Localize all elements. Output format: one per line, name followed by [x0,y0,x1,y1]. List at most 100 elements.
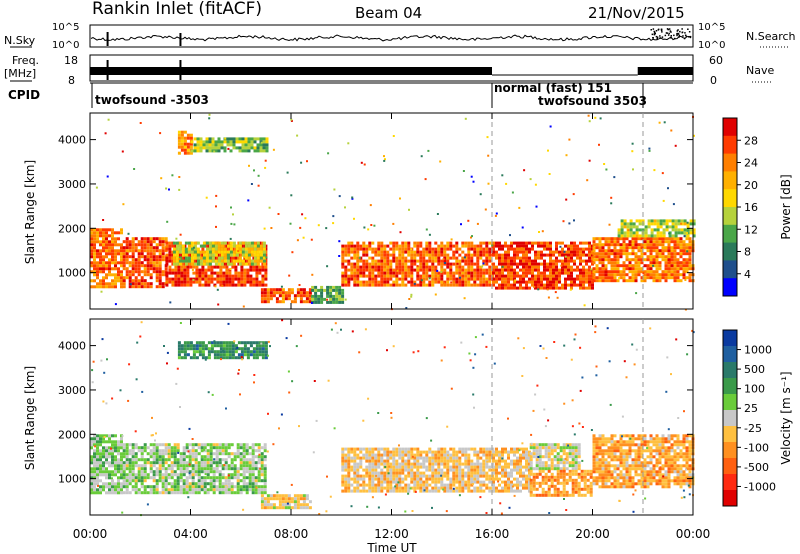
data-cell [632,234,636,238]
data-cell [344,477,348,481]
data-cell [389,274,393,278]
data-cell [664,255,668,259]
data-cell [158,240,162,244]
data-cell [440,462,444,466]
data-cell [206,488,210,492]
data-cell [616,261,620,265]
data-cell [287,494,291,498]
data-cell [281,494,285,498]
data-cell [449,480,453,484]
data-cell [552,283,555,287]
data-cell [262,256,266,260]
data-cell [99,282,102,286]
data-cell [158,267,162,271]
data-cell [437,486,441,490]
data-cell [374,477,378,481]
sparse-echo [686,232,689,235]
data-cell [90,476,93,480]
data-cell [623,222,627,226]
data-cell [353,465,357,469]
data-cell [182,473,186,477]
data-cell [219,277,223,281]
data-cell [137,255,141,259]
data-cell [401,447,405,451]
data-cell [143,485,147,489]
data-cell [446,483,450,487]
data-cell [525,241,528,245]
data-cell [338,294,342,298]
sparse-echo [410,295,413,298]
data-cell [470,489,474,493]
data-cell [452,474,456,478]
data-cell [117,270,120,274]
data-cell [383,265,387,269]
data-cell [111,485,114,489]
data-cell [143,476,147,480]
data-cell [537,241,540,245]
data-cell [185,443,189,447]
data-cell [598,252,602,256]
data-cell [637,246,641,250]
data-cell [105,249,108,253]
data-cell [140,476,144,480]
data-cell [329,288,333,292]
data-cell [200,449,204,453]
data-cell [655,276,659,280]
data-cell [558,286,561,290]
data-cell [555,268,558,272]
data-cell [194,467,198,471]
data-cell [176,443,180,447]
data-cell [622,252,626,256]
data-cell [570,286,573,290]
data-cell [308,288,312,292]
sparse-echo [353,217,355,220]
data-cell [650,219,654,223]
data-cell [158,476,162,480]
data-cell [235,247,239,251]
data-cell [224,488,228,492]
data-cell [488,459,492,463]
data-cell [197,473,201,477]
data-cell [446,244,450,248]
data-cell [155,264,159,268]
data-cell [440,483,444,487]
data-cell [347,468,351,472]
data-cell [226,137,230,141]
data-cell [470,244,474,248]
data-cell [510,274,513,278]
data-cell [165,253,169,257]
data-cell [564,262,567,266]
data-cell [649,249,653,253]
data-cell [371,280,375,284]
data-cell [652,240,656,244]
data-cell [491,474,495,478]
data-cell [194,485,198,489]
data-cell [537,280,540,284]
data-cell [628,243,632,247]
data-cell [128,240,132,244]
data-cell [164,452,168,456]
sparse-echo [529,178,532,181]
data-cell [374,453,378,457]
data-cell [137,264,141,268]
data-cell [407,453,411,457]
data-cell [114,491,117,495]
data-cell [437,244,441,248]
data-cell [105,455,108,459]
data-cell [246,356,250,360]
data-cell [125,482,129,486]
data-cell [230,443,234,447]
data-cell [249,344,253,348]
data-cell [257,455,261,459]
data-cell [93,491,96,495]
data-cell [588,250,591,254]
data-cell [473,277,477,281]
data-cell [652,270,656,274]
data-cell [341,468,345,472]
data-cell [208,137,212,141]
data-cell [149,243,153,247]
data-cell [659,225,663,229]
data-cell [251,467,255,471]
sparse-echo [253,169,255,172]
data-cell [377,241,381,245]
